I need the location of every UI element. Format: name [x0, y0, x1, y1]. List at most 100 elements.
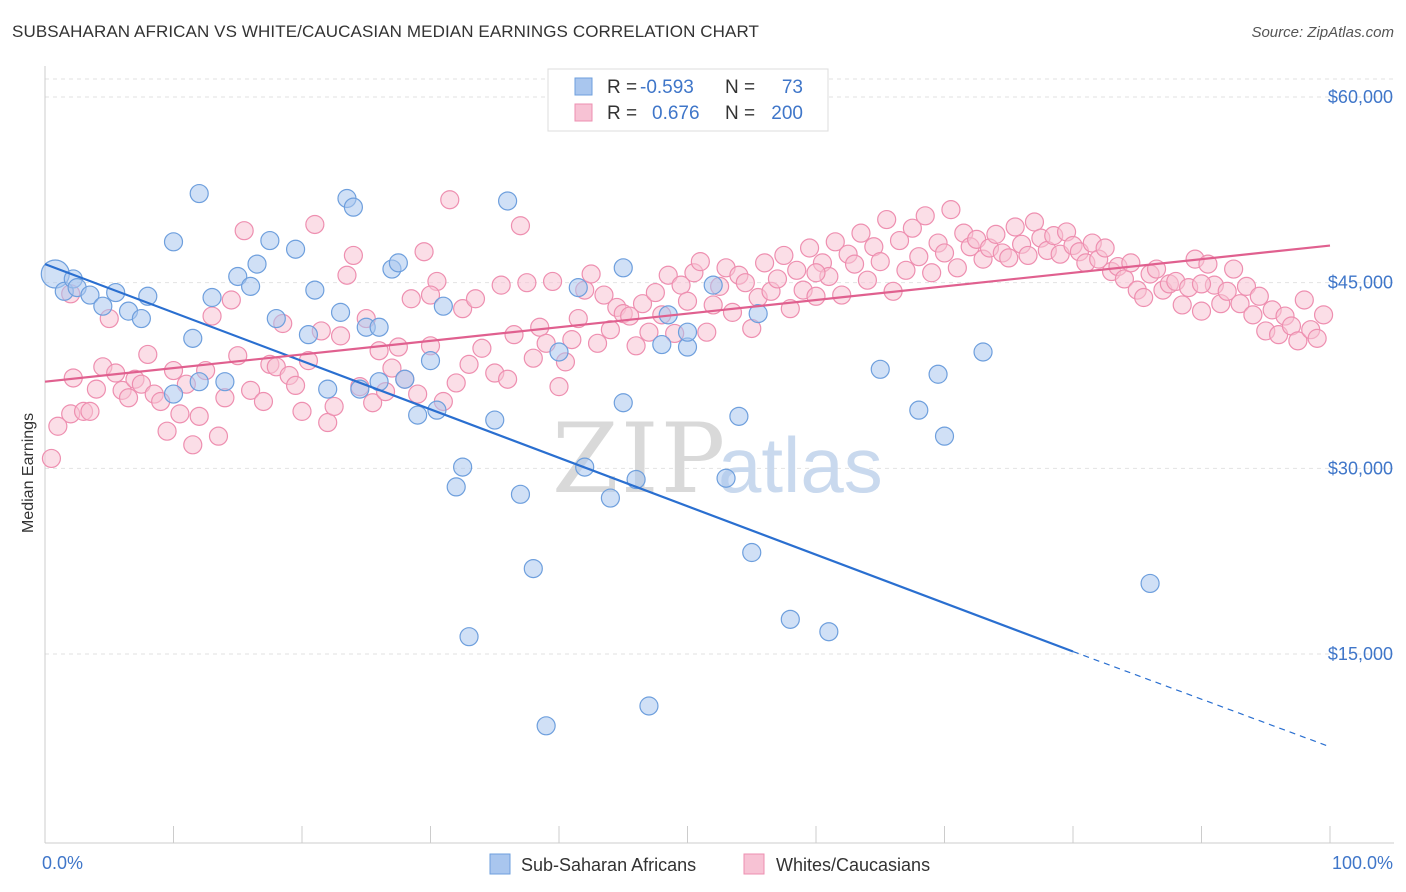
- white-caucasian-point-36: [285, 375, 306, 396]
- white-caucasian-point-0: [41, 448, 62, 469]
- white-caucasian-point-17: [157, 421, 177, 441]
- white-caucasian-point-138: [947, 258, 967, 278]
- sub-saharan-point-43: [485, 410, 505, 430]
- white-caucasian-point-119: [825, 232, 845, 252]
- whites-caucasians-points: [41, 190, 1334, 469]
- white-caucasian-point-49: [369, 341, 389, 361]
- white-caucasian-point-149: [1018, 245, 1038, 266]
- sub-saharan-point-23: [298, 325, 319, 345]
- white-caucasian-point-68: [498, 369, 518, 389]
- legend-r-label-pink: R =: [607, 103, 637, 124]
- y-tick-label-3: $60,000: [1328, 87, 1393, 107]
- sub-saharan-point-10: [163, 232, 184, 252]
- white-caucasian-point-99: [697, 322, 717, 342]
- white-caucasian-point-90: [639, 322, 659, 342]
- white-caucasian-point-42: [324, 396, 344, 417]
- bottom-legend-label-blue: Sub-Saharan Africans: [521, 855, 696, 875]
- sub-saharan-point-44: [498, 191, 518, 211]
- sub-saharan-point-22: [285, 239, 306, 259]
- legend-r-value-pink: 0.676: [652, 103, 700, 124]
- sub-saharan-point-71: [703, 275, 723, 295]
- sub-saharan-point-12: [189, 372, 209, 392]
- white-caucasian-point-105: [735, 273, 755, 293]
- bottom-legend-label-pink: Whites/Caucasians: [776, 855, 930, 875]
- sub-saharan-point-31: [369, 317, 389, 337]
- sub-saharan-point-20: [266, 308, 286, 329]
- white-caucasian-point-27: [221, 290, 241, 310]
- sub-saharan-point-53: [613, 393, 633, 413]
- x-tick-labels: 0.0% 100.0%: [42, 853, 1393, 873]
- white-caucasian-point-198: [806, 263, 826, 283]
- white-caucasian-point-130: [896, 260, 916, 280]
- white-caucasian-point-131: [902, 218, 922, 238]
- sub-saharan-point-16: [228, 266, 248, 287]
- white-caucasian-point-83: [594, 285, 614, 305]
- white-caucasian-point-123: [851, 223, 871, 243]
- sub-saharan-point-49: [568, 278, 588, 298]
- sub-saharan-point-64: [819, 622, 839, 642]
- x-tick-label-0: 0.0%: [42, 853, 83, 873]
- watermark-atlas: atlas: [718, 421, 883, 509]
- white-caucasian-point-115: [799, 238, 820, 258]
- white-caucasian-point-126: [870, 252, 890, 272]
- sub-saharan-trend-extension: [1072, 650, 1331, 748]
- white-caucasian-point-43: [330, 326, 351, 346]
- sub-saharan-point-17: [189, 183, 209, 204]
- sub-saharan-point-33: [388, 253, 408, 273]
- white-caucasian-point-69: [504, 325, 524, 345]
- white-caucasian-point-60: [440, 190, 460, 210]
- white-caucasian-point-127: [877, 209, 897, 230]
- white-caucasian-point-150: [1024, 212, 1045, 232]
- white-caucasian-point-122: [844, 254, 865, 274]
- white-caucasian-point-173: [1172, 295, 1192, 315]
- sub-saharan-point-66: [909, 400, 929, 420]
- white-caucasian-point-67: [491, 275, 511, 295]
- white-caucasian-point-134: [922, 263, 942, 283]
- white-caucasian-point-110: [767, 269, 788, 289]
- sub-saharan-point-39: [433, 296, 453, 316]
- sub-saharan-point-59: [716, 468, 736, 488]
- white-caucasian-point-37: [292, 401, 312, 421]
- sub-saharan-africans-points: [40, 183, 1160, 736]
- white-caucasian-point-44: [337, 265, 357, 285]
- sub-saharan-point-67: [934, 426, 955, 446]
- sub-saharan-point-48: [549, 342, 569, 362]
- white-caucasian-point-72: [523, 348, 543, 368]
- white-caucasian-point-48: [363, 393, 383, 413]
- white-caucasian-point-91: [645, 282, 665, 303]
- white-caucasian-point-161: [1095, 238, 1115, 258]
- sub-saharan-point-5: [93, 296, 113, 316]
- white-caucasian-point-165: [1121, 253, 1141, 273]
- legend-box: R = -0.593 N = 73 R = 0.676 N = 200: [547, 68, 829, 132]
- white-caucasian-point-129: [889, 230, 910, 251]
- legend-r-value-blue: -0.593: [640, 77, 694, 98]
- trend-lines: [44, 244, 1331, 748]
- white-caucasian-point-54: [401, 289, 421, 309]
- white-caucasian-point-63: [459, 354, 479, 374]
- white-caucasian-point-185: [1249, 286, 1269, 306]
- sub-saharan-trend-line: [44, 263, 1074, 653]
- sub-saharan-point-14: [202, 287, 222, 308]
- white-caucasian-point-137: [941, 200, 961, 220]
- legend-n-label-blue: N =: [725, 77, 755, 98]
- white-caucasian-point-52: [388, 337, 408, 357]
- bottom-legend-swatch-pink: [743, 853, 765, 875]
- white-caucasian-point-192: [1294, 290, 1314, 310]
- white-caucasian-point-14: [138, 344, 158, 365]
- white-caucasian-point-132: [909, 247, 929, 267]
- y-tick-label-0: $15,000: [1328, 644, 1393, 664]
- white-caucasian-point-30: [241, 380, 261, 400]
- sub-saharan-point-51: [600, 488, 621, 508]
- bottom-legend: Sub-Saharan Africans Whites/Caucasians: [489, 853, 930, 875]
- legend-n-value-blue: 73: [782, 77, 803, 98]
- y-tick-label-2: $45,000: [1328, 273, 1393, 293]
- white-caucasian-trend-line: [44, 244, 1331, 383]
- sub-saharan-point-24: [305, 280, 325, 300]
- white-caucasian-point-64: [465, 289, 486, 309]
- white-caucasian-point-96: [677, 291, 698, 311]
- sub-saharan-point-35: [395, 369, 415, 389]
- zipatlas-watermark: ZIP atlas: [552, 403, 883, 515]
- sub-saharan-point-19: [247, 254, 267, 274]
- sub-saharan-point-46: [523, 558, 543, 579]
